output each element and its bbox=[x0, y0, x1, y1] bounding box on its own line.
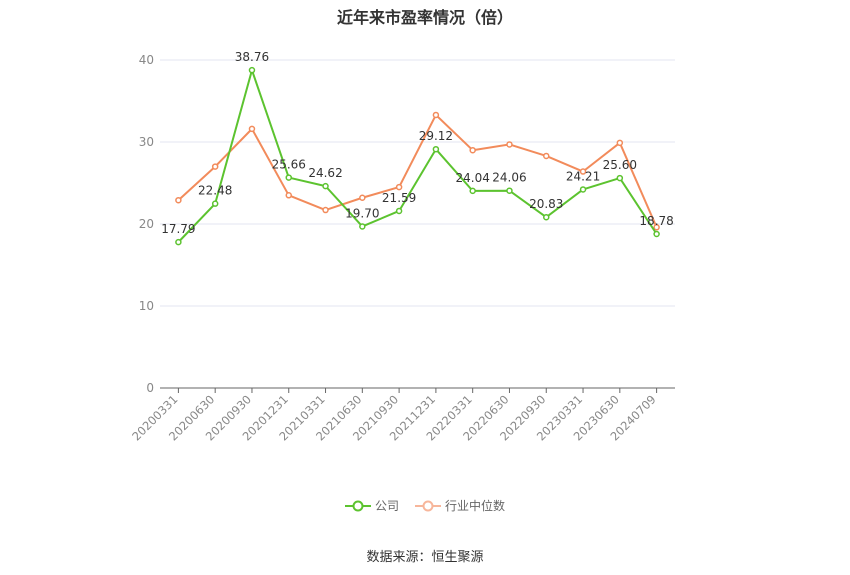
y-tick-label: 30 bbox=[139, 135, 154, 149]
legend-item-industry-median[interactable]: 行业中位数 bbox=[415, 497, 505, 514]
data-point-industry-median bbox=[616, 139, 624, 147]
data-point-company bbox=[175, 238, 182, 246]
data-point-company bbox=[469, 187, 476, 195]
data-point-industry-median bbox=[395, 183, 403, 191]
data-label-company: 17.79 bbox=[161, 222, 195, 236]
legend: 公司 行业中位数 bbox=[0, 497, 850, 514]
data-label-company: 20.83 bbox=[529, 197, 563, 211]
data-point-industry-median bbox=[285, 192, 292, 199]
data-point-industry-median bbox=[322, 206, 329, 214]
y-tick-label: 10 bbox=[139, 299, 154, 313]
data-point-industry-median bbox=[506, 141, 513, 148]
data-point-industry-median bbox=[175, 196, 182, 204]
legend-label-industry-median: 行业中位数 bbox=[445, 499, 506, 513]
data-point-company bbox=[285, 174, 292, 181]
data-point-industry-median bbox=[359, 194, 366, 202]
data-point-company bbox=[579, 186, 587, 193]
y-tick-label: 20 bbox=[139, 217, 154, 231]
y-tick-label: 40 bbox=[139, 53, 154, 67]
legend-label-company: 公司 bbox=[374, 499, 399, 513]
data-label-company: 22.48 bbox=[198, 184, 232, 198]
data-point-company bbox=[359, 223, 366, 230]
data-point-company bbox=[506, 187, 513, 194]
data-label-company: 29.12 bbox=[419, 129, 453, 143]
source-note: 数据来源：恒生聚源 bbox=[366, 550, 484, 565]
data-label-company: 25.66 bbox=[272, 158, 306, 172]
data-point-company bbox=[432, 145, 440, 153]
data-point-company bbox=[248, 66, 256, 74]
data-label-company: 24.62 bbox=[308, 166, 342, 180]
data-point-industry-median bbox=[469, 146, 476, 154]
data-label-company: 18.78 bbox=[639, 214, 673, 228]
data-label-company: 25.60 bbox=[603, 158, 637, 172]
data-point-company bbox=[211, 200, 219, 207]
data-point-industry-median bbox=[432, 111, 440, 119]
data-point-company bbox=[395, 207, 403, 215]
data-point-company bbox=[616, 174, 624, 182]
data-point-company bbox=[653, 230, 660, 238]
data-point-industry-median bbox=[543, 152, 550, 160]
data-point-company bbox=[543, 213, 550, 221]
data-point-industry-median bbox=[211, 163, 219, 170]
data-label-company: 24.04 bbox=[455, 171, 489, 185]
chart-title: 近年来市盈率情况（倍） bbox=[336, 8, 513, 27]
legend-company-marker-icon bbox=[344, 500, 371, 511]
data-label-company: 24.06 bbox=[492, 171, 526, 185]
legend-item-company[interactable]: 公司 bbox=[344, 497, 399, 514]
data-label-company: 38.76 bbox=[235, 50, 269, 64]
data-label-company: 19.70 bbox=[345, 206, 379, 220]
series-line-industry-median bbox=[177, 113, 658, 228]
data-point-industry-median bbox=[579, 168, 587, 175]
data-label-company: 21.59 bbox=[382, 191, 416, 205]
y-tick-label: 0 bbox=[146, 381, 154, 395]
data-point-company bbox=[322, 182, 329, 190]
data-point-industry-median bbox=[248, 125, 256, 133]
data-point-industry-median bbox=[653, 224, 660, 231]
series-line-company bbox=[177, 69, 658, 243]
data-label-company: 24.21 bbox=[566, 169, 600, 183]
legend-industry-marker-icon bbox=[415, 500, 441, 511]
